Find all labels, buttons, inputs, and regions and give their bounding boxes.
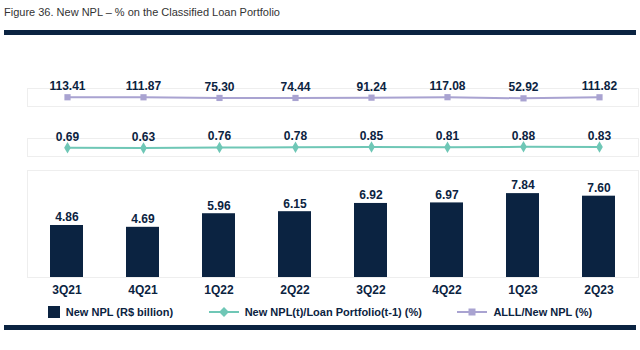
svg-text:5.96: 5.96 (207, 199, 231, 213)
svg-text:113.41: 113.41 (49, 79, 85, 93)
html-text:Figure 36. New NPL – % on the: Figure 36. New NPL – % on the Classified… (4, 6, 280, 18)
svg-text:4Q22: 4Q22 (432, 283, 462, 297)
svg-text:0.63: 0.63 (132, 130, 156, 144)
svg-text:6.97: 6.97 (435, 188, 459, 202)
svg-text:2Q22: 2Q22 (280, 283, 310, 297)
svg-text:6.15: 6.15 (283, 197, 307, 211)
svg-text:4.86: 4.86 (55, 210, 79, 224)
svg-text:0.76: 0.76 (208, 129, 232, 143)
svg-text:0.83: 0.83 (588, 129, 612, 143)
svg-text:111.87: 111.87 (126, 79, 162, 93)
svg-text:0.78: 0.78 (284, 129, 308, 143)
html-text:New NPL(t)/Loan Portfolio(t-1): New NPL(t)/Loan Portfolio(t-1) (%) (244, 306, 422, 318)
svg-text:3Q21: 3Q21 (52, 283, 82, 297)
svg-text:1Q23: 1Q23 (508, 283, 538, 297)
svg-text:52.92: 52.92 (508, 80, 538, 94)
svg-text:4.69: 4.69 (131, 212, 155, 226)
svg-text:7.60: 7.60 (587, 181, 611, 195)
svg-text:3Q22: 3Q22 (356, 283, 386, 297)
svg-text:1Q22: 1Q22 (204, 283, 234, 297)
svg-text:6.92: 6.92 (359, 188, 383, 202)
svg-text:2Q23: 2Q23 (584, 283, 614, 297)
html-text:ALLL/New NPL (%): ALLL/New NPL (%) (493, 306, 593, 318)
svg-text:7.84: 7.84 (511, 178, 535, 192)
svg-text:111.82: 111.82 (582, 79, 618, 93)
svg-text:0.69: 0.69 (56, 130, 80, 144)
svg-text:4Q21: 4Q21 (128, 283, 158, 297)
svg-text:117.08: 117.08 (429, 79, 465, 93)
svg-text:74.44: 74.44 (280, 80, 310, 94)
svg-text:0.85: 0.85 (360, 129, 384, 143)
svg-text:0.81: 0.81 (436, 129, 460, 143)
svg-text:91.24: 91.24 (356, 79, 386, 93)
html-text:New NPL (R$ billion): New NPL (R$ billion) (65, 306, 174, 318)
svg-text:75.30: 75.30 (204, 80, 234, 94)
svg-text:0.88: 0.88 (512, 129, 536, 143)
